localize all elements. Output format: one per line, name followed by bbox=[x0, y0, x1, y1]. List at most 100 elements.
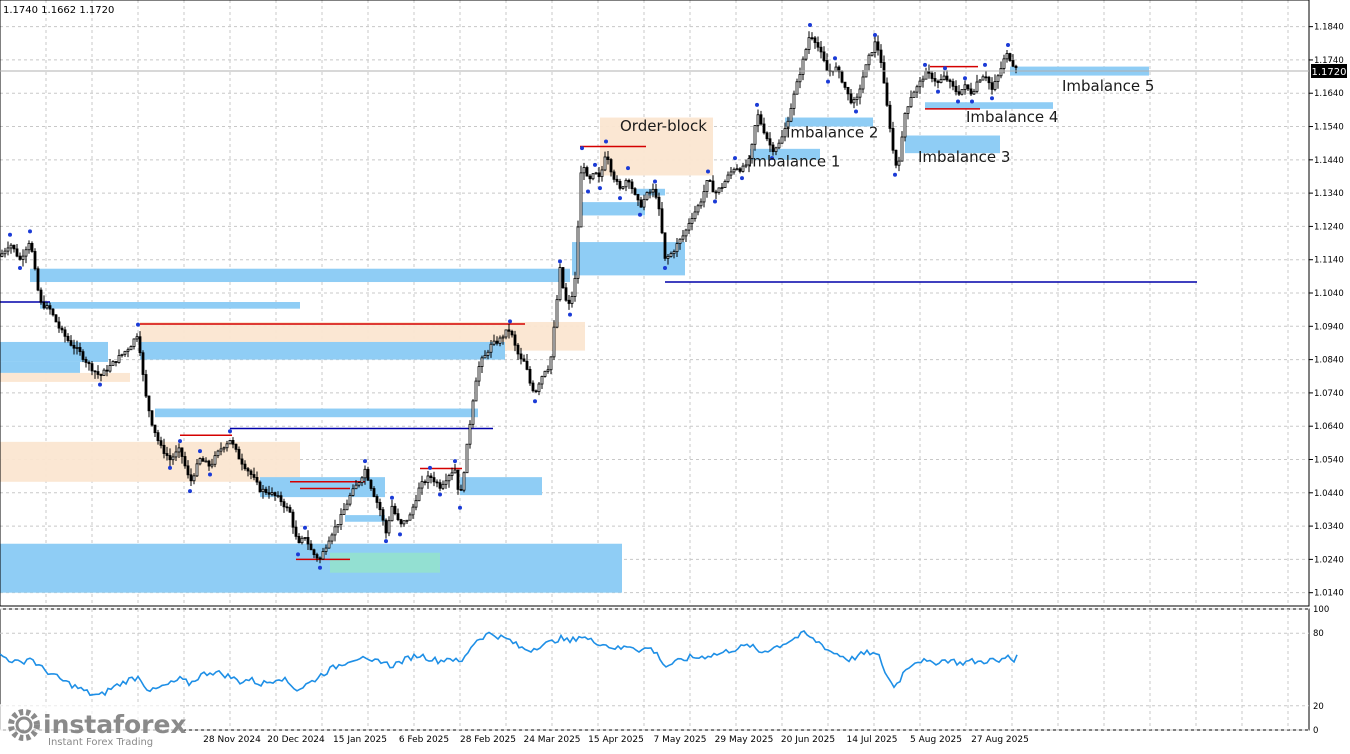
candle-body bbox=[726, 174, 730, 182]
fractal-up-marker bbox=[508, 319, 512, 324]
candle-body bbox=[654, 188, 658, 198]
candle-body bbox=[861, 76, 865, 90]
candle-body bbox=[513, 334, 517, 346]
candle-body bbox=[309, 543, 313, 551]
candle-body bbox=[435, 481, 439, 484]
candles-layer bbox=[0, 31, 1018, 564]
price-tick-label: 1.1240 bbox=[1314, 222, 1344, 232]
fractal-up-marker bbox=[28, 229, 32, 234]
candle-body bbox=[996, 75, 1000, 82]
candle-body bbox=[912, 91, 916, 98]
logo-tagline-text: Instant Forex Trading bbox=[48, 737, 153, 748]
candle-body bbox=[63, 329, 67, 337]
candle-body bbox=[108, 365, 112, 372]
candle-body bbox=[792, 93, 796, 109]
candle-body bbox=[201, 458, 205, 462]
candle-body bbox=[402, 520, 406, 525]
candle-body bbox=[690, 218, 694, 224]
price-tick-label: 1.1340 bbox=[1314, 189, 1344, 199]
fractal-down-marker bbox=[586, 189, 590, 194]
fractal-up-marker bbox=[706, 169, 710, 174]
candle-body bbox=[621, 186, 625, 189]
candle-body bbox=[210, 463, 214, 467]
fractal-up-marker bbox=[303, 525, 307, 530]
zone-demand bbox=[925, 102, 1053, 109]
time-tick-label: 20 Dec 2024 bbox=[267, 735, 325, 745]
fractal-up-marker bbox=[808, 22, 812, 27]
candle-body bbox=[240, 458, 244, 465]
candle-body bbox=[279, 495, 283, 503]
candle-body bbox=[243, 463, 247, 470]
candle-body bbox=[693, 211, 697, 219]
candle-body bbox=[618, 181, 622, 189]
candle-body bbox=[264, 488, 268, 494]
candle-body bbox=[207, 460, 211, 467]
candle-body bbox=[195, 463, 199, 477]
candle-body bbox=[717, 187, 721, 193]
zone-demand bbox=[905, 135, 1000, 154]
candle-body bbox=[561, 267, 565, 289]
candle-body bbox=[234, 443, 238, 450]
zone-supply bbox=[0, 441, 300, 482]
candle-body bbox=[357, 482, 361, 486]
zone-demand bbox=[750, 148, 820, 160]
candle-body bbox=[447, 475, 451, 482]
time-tick-label: 6 Feb 2025 bbox=[399, 735, 449, 745]
candle-body bbox=[498, 337, 502, 344]
candle-body bbox=[801, 58, 805, 75]
fractal-down-marker bbox=[893, 172, 897, 177]
candle-body bbox=[303, 537, 307, 539]
candle-body bbox=[222, 447, 226, 450]
candle-body bbox=[708, 180, 712, 182]
candle-body bbox=[987, 76, 991, 84]
candle-body bbox=[948, 79, 952, 82]
price-tick-label: 1.0340 bbox=[1314, 522, 1344, 532]
zone-label: Imbalance 2 bbox=[786, 124, 878, 142]
candle-body bbox=[783, 128, 787, 138]
candle-body bbox=[606, 156, 610, 160]
candle-body bbox=[345, 503, 349, 511]
candle-body bbox=[573, 277, 577, 297]
candle-body bbox=[921, 78, 925, 82]
candle-body bbox=[753, 125, 757, 145]
candle-body bbox=[477, 366, 481, 382]
indicator-grid bbox=[0, 608, 1309, 731]
candle-body bbox=[963, 84, 967, 90]
zone-label: Order-block bbox=[620, 117, 707, 135]
candle-body bbox=[276, 495, 280, 498]
price-tick-label: 1.0640 bbox=[1314, 422, 1344, 432]
candle-body bbox=[237, 448, 241, 460]
candle-body bbox=[525, 360, 529, 370]
zone-demand bbox=[260, 477, 385, 498]
candle-body bbox=[1008, 53, 1012, 61]
candle-body bbox=[120, 353, 124, 356]
price-tick-label: 1.1140 bbox=[1314, 256, 1344, 266]
fractal-up-marker bbox=[604, 139, 608, 144]
candle-body bbox=[468, 423, 472, 445]
price-tick-label: 1.0940 bbox=[1314, 322, 1344, 332]
candle-body bbox=[492, 340, 496, 345]
annotation-labels: Order-block Imbalance 1 Imbalance 2 Imbalan… bbox=[620, 77, 1154, 171]
fractal-down-marker bbox=[598, 186, 602, 191]
candle-body bbox=[636, 194, 640, 201]
fractal-down-marker bbox=[98, 382, 102, 387]
candle-body bbox=[360, 477, 364, 483]
fractal-down-marker bbox=[188, 489, 192, 494]
candle-body bbox=[906, 106, 910, 114]
candle-body bbox=[459, 489, 463, 491]
candle-body bbox=[18, 255, 22, 260]
candle-body bbox=[42, 301, 46, 309]
candle-body bbox=[189, 474, 193, 482]
candle-body bbox=[942, 75, 946, 80]
candle-body bbox=[12, 244, 16, 250]
candle-body bbox=[90, 363, 94, 372]
candle-body bbox=[258, 481, 262, 493]
fractal-up-marker bbox=[653, 179, 657, 184]
candle-body bbox=[339, 514, 343, 525]
zone-demand bbox=[785, 117, 873, 127]
time-tick-label: 15 Apr 2025 bbox=[588, 735, 644, 745]
time-tick-label: 29 May 2025 bbox=[715, 735, 774, 745]
candle-body bbox=[294, 526, 298, 537]
candle-body bbox=[0, 253, 4, 257]
